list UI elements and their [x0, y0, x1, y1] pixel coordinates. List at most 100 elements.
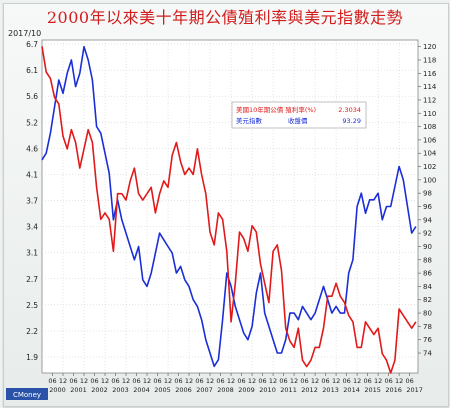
left-axis-tick-label: 2.2: [26, 327, 38, 336]
x-axis-month-label: 06: [69, 377, 77, 385]
right-axis-tick-label: 110: [423, 110, 436, 118]
right-axis-tick-label: 120: [423, 43, 436, 51]
right-axis-tick-label: 76: [423, 336, 432, 344]
right-axis-tick-label: 92: [423, 230, 432, 238]
left-axis-tick-label: 3.4: [26, 223, 38, 232]
right-axis-tick-label: 118: [423, 56, 436, 64]
x-axis-month-label: 06: [195, 377, 203, 385]
x-axis-year-label: 2015: [364, 386, 381, 394]
x-axis-month-label: 06: [258, 377, 266, 385]
left-axis-tick-label: 2.7: [26, 275, 38, 284]
left-axis-tick-label: 2.5: [26, 301, 38, 310]
x-axis-month-label: 12: [122, 377, 130, 385]
right-axis-tick-label: 80: [423, 310, 432, 318]
x-axis-year-label: 2004: [133, 386, 150, 394]
x-axis-year-label: 2001: [70, 386, 87, 394]
legend-series-value: 93.29: [342, 117, 361, 125]
right-axis-tick-label: 106: [423, 136, 437, 144]
left-axis-tick-label: 3.1: [26, 249, 38, 258]
x-axis-month-label: 06: [342, 377, 350, 385]
x-axis-year-label: 2013: [322, 386, 339, 394]
x-axis-month-label: 12: [353, 377, 361, 385]
right-axis-tick-label: 90: [423, 243, 432, 251]
left-axis-tick-label: 3.7: [26, 197, 38, 206]
left-axis-tick-label: 5.6: [26, 92, 38, 101]
x-axis-month-label: 06: [132, 377, 140, 385]
right-axis-tick-label: 86: [423, 270, 432, 278]
right-axis-tick-label: 96: [423, 203, 432, 211]
right-axis-tick-label: 108: [423, 123, 436, 131]
x-axis-month-label: 12: [80, 377, 88, 385]
right-axis-tick-label: 112: [423, 96, 436, 104]
right-axis-tick-label: 100: [423, 176, 436, 184]
x-axis-month-label: 06: [111, 377, 119, 385]
x-axis-year-label: 2008: [217, 386, 234, 394]
left-axis-tick-label: 6.7: [26, 40, 38, 49]
legend-series-name: 美國10年期公債 殖利率(%): [236, 105, 316, 114]
x-axis-year-label: 2007: [196, 386, 213, 394]
x-axis-month-label: 12: [374, 377, 382, 385]
x-axis-month-label: 12: [290, 377, 298, 385]
x-axis-month-label: 06: [48, 377, 56, 385]
right-axis-tick-label: 98: [423, 190, 432, 198]
x-axis-month-label: 12: [164, 377, 172, 385]
left-axis-tick-label: 1.9: [26, 353, 38, 362]
x-axis-month-label: 12: [332, 377, 340, 385]
x-axis-month-label: 06: [174, 377, 182, 385]
x-axis-month-label: 06: [363, 377, 371, 385]
x-axis-year-label: 2014: [343, 386, 360, 394]
brand-label: CMoney: [13, 391, 41, 399]
x-axis-month-label: 06: [90, 377, 98, 385]
legend-series-subtitle: 收盤價: [288, 116, 308, 125]
right-axis-tick-label: 116: [423, 70, 437, 78]
x-axis-month-label: 06: [300, 377, 308, 385]
right-axis-tick-label: 114: [423, 83, 437, 91]
x-axis-year-label: 2009: [238, 386, 255, 394]
legend-series-value: 2.3034: [338, 106, 361, 114]
legend-series-name: 美元指數: [236, 116, 263, 125]
left-axis-tick-label: 4.1: [26, 170, 38, 179]
x-axis-year-label: 2011: [280, 386, 297, 394]
x-axis-year-label: 2017: [406, 386, 423, 394]
x-axis-month-label: 12: [206, 377, 214, 385]
x-axis-year-label: 2006: [175, 386, 192, 394]
x-axis-month-label: 12: [311, 377, 319, 385]
left-axis-tick-label: 5.2: [26, 118, 38, 127]
right-axis-tick-label: 104: [423, 150, 437, 158]
date-stamp: 2017/10: [8, 29, 41, 38]
right-axis-tick-label: 82: [423, 296, 432, 304]
x-axis-month-label: 12: [143, 377, 151, 385]
right-axis-tick-label: 74: [423, 350, 432, 358]
x-axis-month-label: 06: [216, 377, 224, 385]
x-axis-month-label: 12: [185, 377, 193, 385]
x-axis-year-label: 2002: [91, 386, 108, 394]
x-axis-month-label: 12: [227, 377, 235, 385]
left-axis-tick-label: 4.6: [26, 144, 38, 153]
x-axis-month-label: 06: [237, 377, 245, 385]
right-axis-tick-label: 84: [423, 283, 432, 291]
x-axis-year-label: 2012: [301, 386, 318, 394]
yield-series-line: [41, 46, 417, 374]
x-axis-year-label: 2000: [49, 386, 66, 394]
x-axis-year-label: 2003: [112, 386, 129, 394]
x-axis-month-label: 06: [384, 377, 392, 385]
x-axis-year-label: 2010: [259, 386, 276, 394]
x-axis-month-label: 12: [269, 377, 277, 385]
right-axis-tick-label: 78: [423, 323, 432, 331]
x-axis-month-label: 06: [279, 377, 287, 385]
x-axis-month-label: 06: [405, 377, 413, 385]
plot-area: [41, 39, 419, 374]
legend-box: [231, 101, 367, 129]
x-axis-month-label: 12: [59, 377, 67, 385]
chart-title: 2000年以來美十年期公債殖利率與美元指數走勢: [46, 8, 404, 27]
brand-badge-bg: [6, 388, 48, 400]
x-axis-month-label: 06: [153, 377, 161, 385]
right-axis-tick-label: 94: [423, 216, 432, 224]
left-axis-tick-label: 6.1: [26, 66, 38, 75]
brand-badge: CMoney: [6, 388, 48, 400]
x-axis-month-label: 12: [101, 377, 109, 385]
x-axis-month-label: 12: [248, 377, 256, 385]
right-axis-tick-label: 102: [423, 163, 436, 171]
x-axis-month-label: 06: [321, 377, 329, 385]
